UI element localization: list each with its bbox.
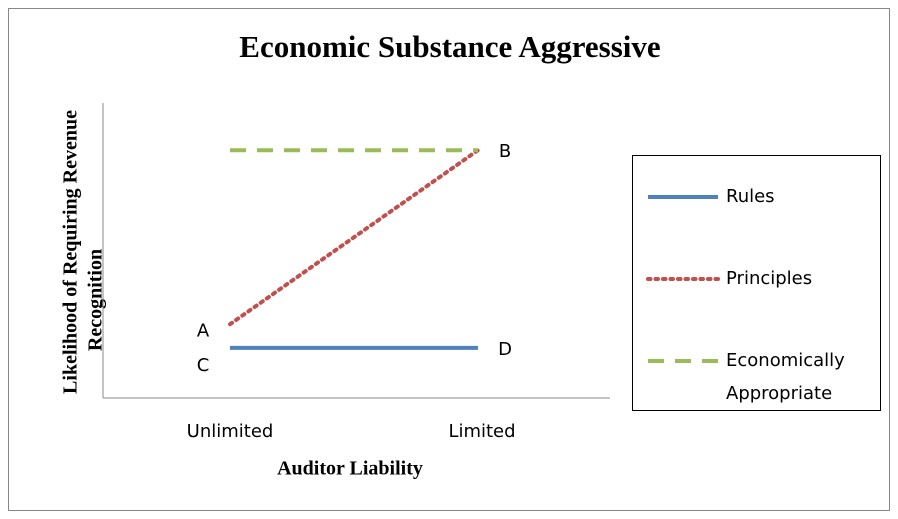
legend-box	[632, 155, 881, 411]
chart-title: Economic Substance Aggressive	[239, 29, 660, 64]
point-label: B	[499, 141, 511, 162]
point-label: A	[197, 320, 210, 341]
point-label: C	[197, 355, 210, 376]
x-tick-label: Limited	[448, 421, 515, 442]
point-label: D	[498, 339, 512, 360]
x-tick-label: Unlimited	[187, 421, 274, 442]
y-axis-label: Likelihood of Requiring Revenue	[60, 110, 82, 394]
legend-label: Principles	[726, 268, 812, 289]
series-line	[228, 148, 480, 327]
y-axis-label: Recognition	[85, 249, 107, 351]
legend-label: Rules	[726, 186, 775, 207]
x-axis-label: Auditor Liability	[277, 458, 423, 480]
legend-label: Economically Appropriate	[726, 350, 845, 404]
